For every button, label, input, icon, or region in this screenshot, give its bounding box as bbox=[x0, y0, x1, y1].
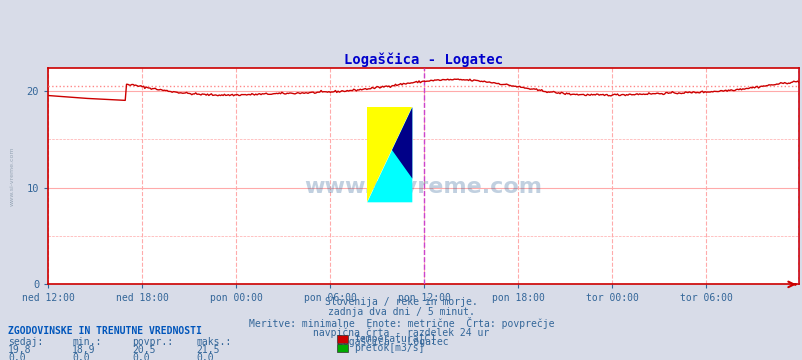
Text: Slovenija / reke in morje.: Slovenija / reke in morje. bbox=[325, 297, 477, 307]
Polygon shape bbox=[367, 107, 411, 202]
Text: www.si-vreme.com: www.si-vreme.com bbox=[10, 147, 14, 206]
Text: www.si-vreme.com: www.si-vreme.com bbox=[304, 177, 542, 197]
Text: 0,0: 0,0 bbox=[8, 353, 26, 360]
Text: Logaščica - Logatec: Logaščica - Logatec bbox=[337, 337, 448, 347]
Text: zadnja dva dni / 5 minut.: zadnja dva dni / 5 minut. bbox=[328, 307, 474, 317]
Text: ZGODOVINSKE IN TRENUTNE VREDNOSTI: ZGODOVINSKE IN TRENUTNE VREDNOSTI bbox=[8, 326, 201, 336]
Text: 21,5: 21,5 bbox=[196, 345, 220, 355]
Text: navpična črta - razdelek 24 ur: navpična črta - razdelek 24 ur bbox=[313, 327, 489, 338]
Text: 0,0: 0,0 bbox=[72, 353, 90, 360]
Polygon shape bbox=[391, 107, 411, 179]
Text: maks.:: maks.: bbox=[196, 337, 232, 347]
Text: min.:: min.: bbox=[72, 337, 102, 347]
Polygon shape bbox=[367, 107, 411, 202]
Text: sedaj:: sedaj: bbox=[8, 337, 43, 347]
Text: 18,9: 18,9 bbox=[72, 345, 95, 355]
Text: 0,0: 0,0 bbox=[132, 353, 150, 360]
Text: 0,0: 0,0 bbox=[196, 353, 214, 360]
Text: povpr.:: povpr.: bbox=[132, 337, 173, 347]
Text: pretok[m3/s]: pretok[m3/s] bbox=[354, 343, 424, 353]
Title: Logaščica - Logatec: Logaščica - Logatec bbox=[343, 53, 503, 67]
Text: temperatura[C]: temperatura[C] bbox=[354, 334, 435, 344]
Text: Meritve: minimalne  Enote: metrične  Črta: povprečje: Meritve: minimalne Enote: metrične Črta:… bbox=[249, 317, 553, 329]
Text: 19,8: 19,8 bbox=[8, 345, 31, 355]
Text: 20,5: 20,5 bbox=[132, 345, 156, 355]
